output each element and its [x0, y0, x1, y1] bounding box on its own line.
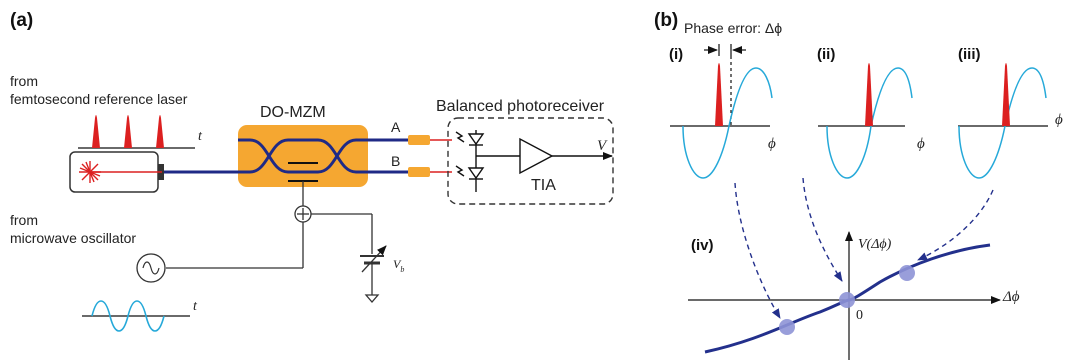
pulse-1 — [92, 115, 100, 148]
pulse-time-axis: t — [198, 129, 203, 144]
case-iii-label: (iii) — [958, 46, 981, 63]
pulse-2 — [124, 115, 132, 148]
operating-point-ii — [839, 292, 855, 308]
tia-amplifier — [519, 137, 613, 175]
case-i-label: (i) — [669, 46, 683, 63]
case-ii-pulse — [865, 63, 873, 126]
output-waveguides — [368, 135, 452, 177]
sine-time-axis: t — [193, 299, 198, 314]
port-b-label: B — [391, 153, 400, 169]
case-iv-label: (iv) — [691, 237, 714, 254]
tia-label: TIA — [531, 177, 556, 194]
phase-error-label: Phase error: Δϕ — [684, 20, 782, 36]
transfer-curve-plot: (iv) V(Δϕ) Δϕ 0 — [688, 231, 1020, 360]
oscillator-icon — [136, 253, 166, 283]
receiver-label: Balanced photoreceiver — [436, 98, 605, 115]
modulator-label: DO-MZM — [260, 104, 326, 121]
laser-source-label: femtosecond reference laser — [10, 91, 188, 107]
microwave-sine: t — [82, 299, 198, 332]
pulse-3 — [156, 115, 164, 148]
operating-point-i — [779, 319, 795, 335]
case-iii-axis: ϕ — [1055, 112, 1063, 128]
operating-point-iii — [899, 265, 915, 281]
output-voltage-label: V — [597, 138, 608, 154]
case-ii-axis: ϕ — [917, 136, 925, 152]
modulator-box — [238, 125, 368, 187]
panel-a-label: (a) — [10, 10, 33, 31]
laser-icon — [69, 151, 164, 193]
osc-source-label: microwave oscillator — [10, 230, 136, 246]
port-a-label: A — [391, 119, 401, 135]
osc-from-label: from — [10, 212, 38, 228]
y-axis-label: V(Δϕ) — [858, 237, 892, 252]
phase-error-marker — [704, 44, 746, 126]
case-iii-pulse — [1002, 63, 1010, 126]
origin-label: 0 — [856, 308, 863, 323]
bias-voltage-label: Vb — [393, 257, 404, 274]
laser-from-label: from — [10, 73, 38, 89]
case-i-pulse — [715, 63, 723, 126]
photodiodes — [455, 130, 520, 192]
pulse-train: t — [78, 115, 203, 149]
case-ii: (ii) ϕ — [817, 46, 925, 179]
x-axis-label: Δϕ — [1002, 289, 1020, 305]
panel-b-label: (b) — [654, 10, 678, 31]
case-i-axis: ϕ — [768, 136, 776, 152]
bias-network — [166, 181, 387, 303]
receiver-box — [447, 117, 614, 205]
case-i: (i) ϕ — [669, 46, 776, 179]
case-iii: (iii) ϕ — [958, 46, 1063, 179]
case-ii-label: (ii) — [817, 46, 835, 63]
mapping-arrows — [734, 177, 994, 319]
